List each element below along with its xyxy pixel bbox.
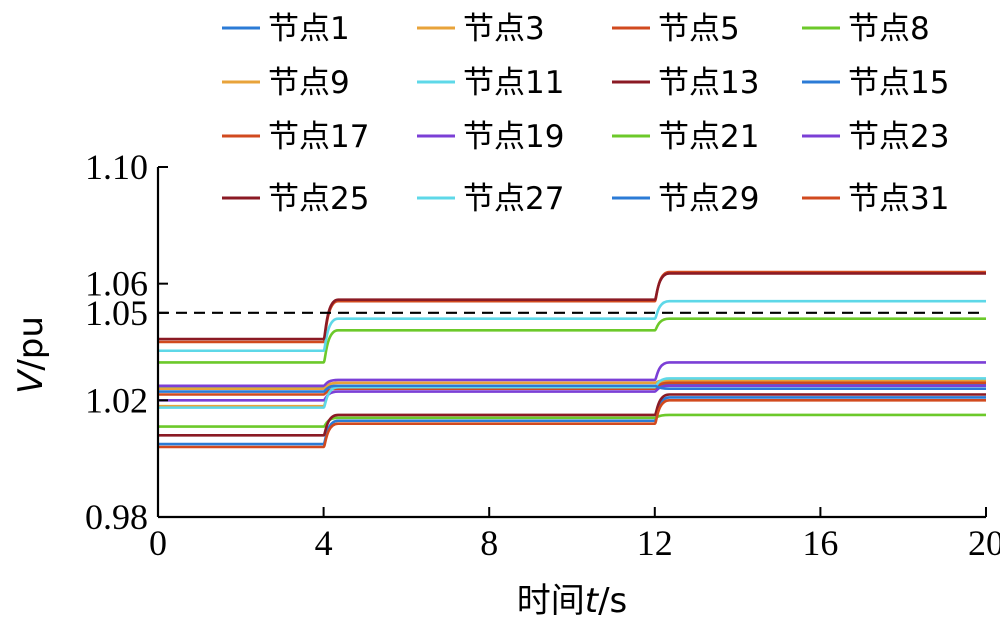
x-axis-unit: /s: [598, 581, 627, 621]
legend-item: 节点25: [222, 181, 369, 217]
series-line: [158, 272, 986, 341]
legend-item: 节点21: [612, 119, 759, 155]
series-line: [158, 393, 986, 437]
legend-label: 节点31: [848, 181, 949, 217]
legend: 节点1 节点3 节点5 节点8 节点9 节点11 节点13 节点15 节点17 节点19 节点21 节…: [222, 11, 949, 217]
legend-item: 节点5: [612, 11, 740, 47]
legend-label: 节点11: [463, 65, 564, 101]
x-axis-var: t: [585, 581, 600, 621]
y-axis-unit: /pu: [11, 316, 51, 371]
legend-label: 节点1: [268, 11, 350, 47]
legend-label: 节点13: [658, 65, 759, 101]
legend-label: 节点5: [658, 11, 740, 47]
legend-item: 节点8: [802, 11, 930, 47]
legend-label: 节点3: [463, 11, 545, 47]
series-line: [158, 361, 986, 388]
legend-item: 节点23: [802, 119, 949, 155]
legend-item: 节点31: [802, 181, 949, 217]
legend-label: 节点17: [268, 119, 369, 155]
series-line: [158, 399, 986, 449]
legend-label: 节点21: [658, 119, 759, 155]
y-tick-label: 1.10: [85, 147, 148, 187]
series-line: [158, 381, 986, 396]
legend-item: 节点13: [612, 65, 759, 101]
series-line: [158, 396, 986, 446]
legend-label: 节点27: [463, 181, 564, 217]
legend-label: 节点25: [268, 181, 369, 217]
legend-item: 节点9: [222, 65, 350, 101]
axes: 0 4 8 12 16 20 0.98 1.02 1.051.06 1.10: [85, 147, 1000, 563]
legend-label: 节点8: [848, 11, 930, 47]
y-axis-var: V: [11, 368, 51, 394]
x-tick-label: 16: [802, 523, 838, 563]
y-tick-label: 1.05: [85, 293, 148, 333]
legend-label: 节点23: [848, 119, 949, 155]
legend-item: 节点29: [612, 181, 759, 217]
x-axis-title: 时间t/s: [517, 581, 628, 621]
legend-item: 节点1: [222, 11, 350, 47]
x-tick-label: 4: [315, 523, 333, 563]
y-tick-label: 1.06: [85, 264, 148, 304]
y-axis-title: V/pu: [11, 316, 51, 394]
series-line: [158, 413, 986, 428]
x-tick-label: 0: [149, 523, 167, 563]
legend-label: 节点15: [848, 65, 949, 101]
legend-item: 节点17: [222, 119, 369, 155]
legend-item: 节点27: [417, 181, 564, 217]
legend-label: 节点9: [268, 65, 350, 101]
x-tick-label: 20: [968, 523, 1000, 563]
legend-label: 节点19: [463, 119, 564, 155]
legend-item: 节点3: [417, 11, 545, 47]
legend-item: 节点15: [802, 65, 949, 101]
series-line: [158, 317, 986, 364]
legend-label: 节点29: [658, 181, 759, 217]
legend-item: 节点19: [417, 119, 564, 155]
x-axis-prefix: 时间: [517, 581, 585, 621]
series-line: [158, 377, 986, 409]
legend-item: 节点11: [417, 65, 564, 101]
plot-area: [158, 270, 986, 449]
x-tick-label: 8: [480, 523, 498, 563]
x-tick-label: 12: [637, 523, 673, 563]
series-line: [158, 384, 986, 402]
series-line: [158, 384, 986, 393]
series-line: [158, 299, 986, 353]
y-tick-label: 0.98: [85, 497, 148, 537]
y-tick-label: 1.02: [85, 380, 148, 420]
